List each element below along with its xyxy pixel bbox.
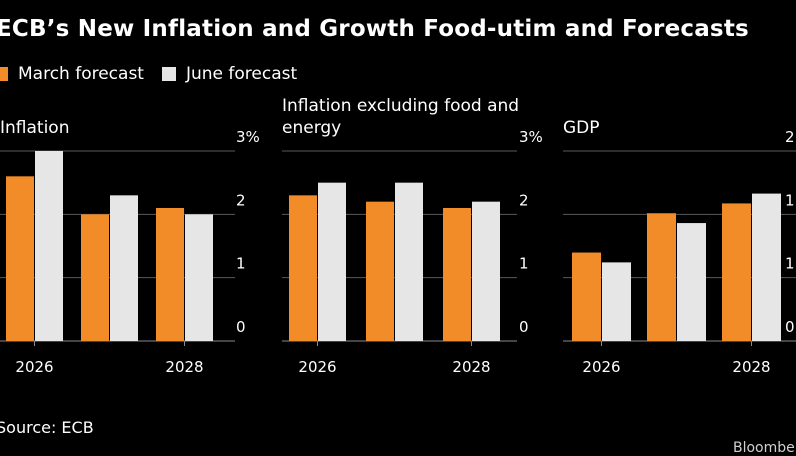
x-tick-label: 2026 [15,358,53,376]
chart-title: ECB’s New Inflation and Growth Food-utim… [0,16,749,42]
bar-march [572,252,601,341]
y-tick-label: 1 [236,255,246,273]
bar-june [35,151,63,341]
y-tick-label: 2 [519,191,529,209]
bar-june [472,201,500,341]
legend-swatch-june [161,67,176,81]
bar-june [185,214,213,341]
bar-june [395,182,423,341]
bar-june [602,262,631,341]
x-tick-label: 2028 [165,358,203,376]
bar-june [110,195,138,341]
y-tick-label: 3% [519,128,543,146]
bar-march [443,208,471,341]
bar-march [366,201,394,341]
legend-label-march: March forecast [18,64,144,84]
panel-title-line: GDP [563,118,600,138]
y-tick-label: 1 [785,191,795,209]
y-tick-label: 1 [785,255,795,273]
y-tick-label: 0 [236,318,246,336]
y-tick-label: 0 [785,318,795,336]
legend-label-june: June forecast [185,64,298,84]
bar-march [647,213,676,341]
panel-title-line: Inflation excluding food and [282,96,519,116]
source-note: Source: ECB [0,418,94,437]
legend-item-march: March forecast [0,64,144,84]
panel-title-line: Inflation [0,118,69,138]
bar-june [318,182,346,341]
y-tick-label: 2 [236,191,246,209]
bar-march [81,214,109,341]
legend: March forecast June forecast [0,64,315,84]
bar-march [289,195,317,341]
bar-march [6,176,34,341]
brand-label: Bloomberg [733,440,796,456]
bar-june [677,223,706,341]
bar-march [156,208,184,341]
x-tick-label: 2026 [582,358,620,376]
bar-march [722,203,751,341]
legend-item-june: June forecast [161,64,298,84]
y-tick-label: 2 [785,128,795,146]
y-tick-label: 0 [519,318,529,336]
panel-title-line: energy [282,118,341,138]
y-tick-label: 3% [236,128,260,146]
legend-swatch-march [0,67,8,81]
x-tick-label: 2026 [298,358,336,376]
x-tick-label: 2028 [452,358,490,376]
bar-june [752,193,781,341]
x-tick-label: 2028 [732,358,770,376]
y-tick-label: 1 [519,255,529,273]
